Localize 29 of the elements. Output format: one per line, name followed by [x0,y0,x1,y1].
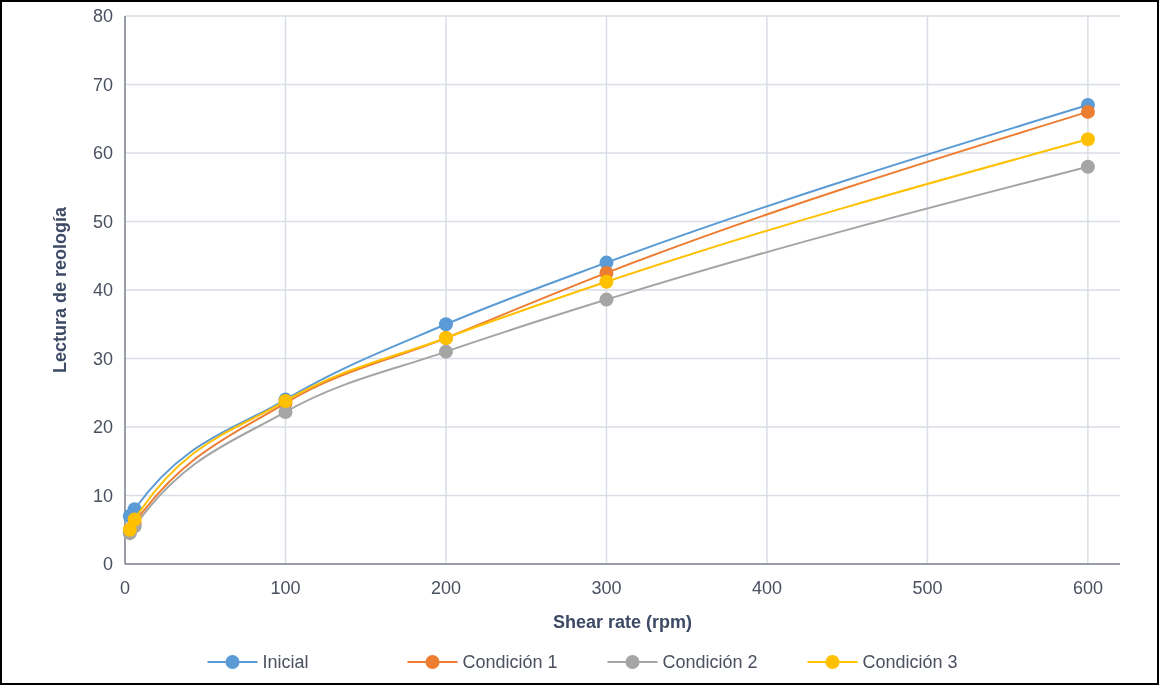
point [599,292,614,307]
x-axis-title: Shear rate (rpm) [552,612,693,632]
legend-label: Condición 3 [862,652,958,673]
point [599,274,614,289]
point [1080,132,1095,147]
y-tick-label: 80 [92,6,113,27]
point [438,344,453,359]
point [1080,159,1095,174]
y-tick-label: 10 [92,485,113,506]
x-tick-label: 300 [591,578,622,598]
legend-label: Condición 2 [662,652,758,673]
x-tick-label: 200 [430,578,461,598]
y-tick-label: 40 [92,280,113,301]
y-tick-label: 20 [92,417,113,438]
point [438,317,453,332]
legend-label: Condición 1 [462,652,558,673]
y-tick-label: 30 [92,348,113,369]
x-tick-label: 0 [119,578,131,598]
y-tick-label: 0 [102,554,113,575]
y-tick-label: 50 [92,211,113,232]
point [1080,104,1095,119]
x-tick-label: 500 [912,578,943,598]
x-tick-label: 600 [1072,578,1103,598]
y-tick-label: 70 [92,74,113,95]
legend-label: Inicial [262,652,309,673]
y-axis-title: Lectura de reología [50,205,70,374]
x-tick-label: 400 [751,578,782,598]
y-tick-label: 60 [92,143,113,164]
x-tick-label: 100 [270,578,301,598]
